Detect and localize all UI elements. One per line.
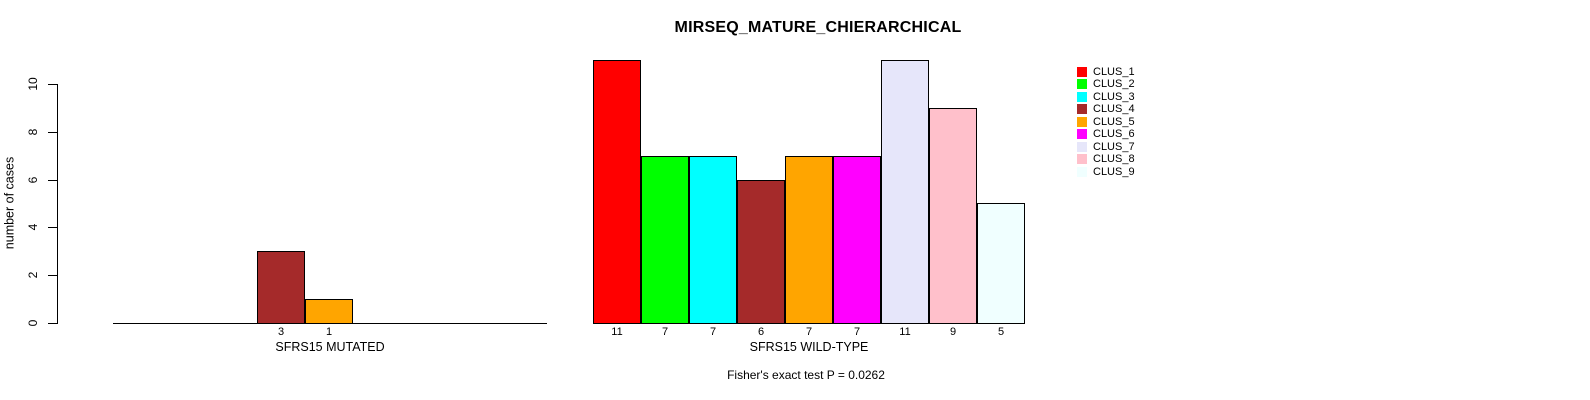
legend-item-label: CLUS_9 (1093, 165, 1135, 178)
y-tick-label: 4 (26, 223, 40, 231)
legend-swatch-icon (1077, 79, 1087, 90)
legend-item-label: CLUS_4 (1093, 103, 1135, 116)
y-tick-label: 0 (26, 319, 40, 327)
legend-item-label: CLUS_1 (1093, 66, 1135, 78)
bar-value-label: 7 (661, 326, 669, 338)
bar-value-label: 11 (899, 326, 911, 338)
bar-clus_5 (785, 156, 833, 324)
y-tick-label: 6 (26, 176, 40, 184)
bar-value-label: 1 (325, 326, 333, 338)
mutated-x-label: SFRS15 MUTATED (275, 340, 385, 354)
legend-swatch-icon (1077, 116, 1087, 127)
bar-value-label: 7 (805, 326, 813, 338)
bar-value-label: 7 (853, 326, 861, 338)
bar-clus_2 (641, 156, 689, 324)
bar-value-label: 3 (277, 326, 285, 338)
fisher-test-note: Fisher's exact test P = 0.0262 (727, 368, 885, 382)
wildtype-x-label: SFRS15 WILD-TYPE (749, 340, 869, 354)
y-tick (48, 227, 57, 228)
y-axis-line (57, 84, 58, 324)
bar-value-label: 9 (949, 326, 957, 338)
bar-clus_3 (689, 156, 737, 324)
bar-clus_7 (881, 60, 929, 324)
legend-item-label: CLUS_7 (1093, 140, 1135, 153)
y-tick (48, 84, 57, 85)
bar-clus_6 (833, 156, 881, 324)
legend-item: CLUS_3 (1077, 91, 1135, 103)
bar-clus_9 (977, 203, 1025, 324)
bar-value-label: 7 (709, 326, 717, 338)
legend-swatch-icon (1077, 129, 1087, 140)
chart-title: MIRSEQ_MATURE_CHIERARCHICAL (674, 19, 962, 36)
bar-value-label: 11 (611, 326, 623, 338)
legend-item-label: CLUS_8 (1093, 153, 1135, 166)
legend-item: CLUS_6 (1077, 128, 1135, 140)
y-tick-label: 2 (26, 271, 40, 279)
y-tick-label: 8 (26, 128, 40, 136)
legend-item-label: CLUS_5 (1093, 115, 1135, 128)
legend-item: CLUS_9 (1077, 166, 1135, 178)
legend-swatch-icon (1077, 141, 1087, 152)
legend-swatch-icon (1077, 91, 1087, 102)
bar-clus_8 (929, 108, 977, 324)
y-tick-label: 10 (26, 77, 40, 91)
legend-item: CLUS_8 (1077, 153, 1135, 165)
legend-item: CLUS_1 (1077, 66, 1135, 78)
legend-item: CLUS_2 (1077, 78, 1135, 90)
y-tick (48, 132, 57, 133)
y-axis-label: number of cases (2, 156, 17, 250)
y-tick (48, 323, 57, 324)
legend-item: CLUS_4 (1077, 103, 1135, 115)
legend-swatch-icon (1077, 154, 1087, 165)
bar-value-label: 6 (757, 326, 765, 338)
bar-value-label: 5 (997, 326, 1005, 338)
legend-item-label: CLUS_3 (1093, 90, 1135, 103)
bar-clus_1 (593, 60, 641, 324)
y-tick (48, 180, 57, 181)
bar-clus_4 (257, 251, 305, 324)
y-tick (48, 275, 57, 276)
legend-swatch-icon (1077, 104, 1087, 115)
bar-clus_4 (737, 180, 785, 324)
legend-item: CLUS_7 (1077, 141, 1135, 153)
legend-item-label: CLUS_6 (1093, 128, 1135, 141)
legend-swatch-icon (1077, 67, 1087, 77)
legend-swatch-icon (1077, 166, 1087, 177)
bar-clus_5 (305, 299, 353, 324)
legend-item: CLUS_5 (1077, 116, 1135, 128)
legend-item-label: CLUS_2 (1093, 78, 1135, 91)
